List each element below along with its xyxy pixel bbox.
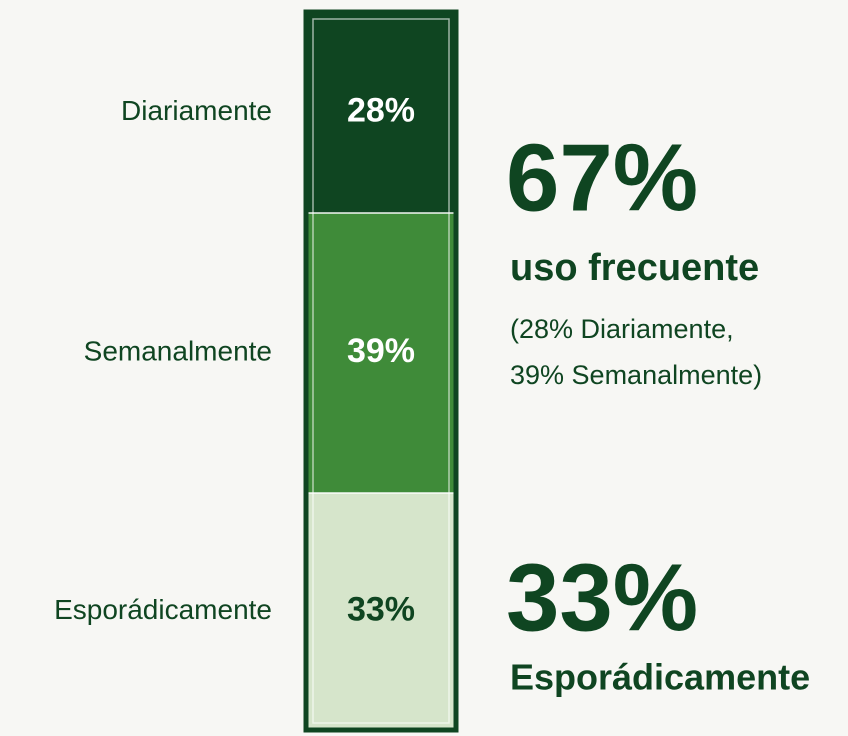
annotation: 33% [506, 544, 698, 651]
annotation: Esporádicamente [510, 657, 810, 698]
category-label: Semanalmente [84, 335, 272, 366]
annotation: 39% Semanalmente) [510, 360, 762, 390]
value-label: 33% [347, 591, 415, 629]
annotation: (28% Diariamente, [510, 314, 734, 344]
bar-segment [306, 12, 456, 214]
category-label: Esporádicamente [54, 594, 272, 625]
bar-inner-frame [312, 18, 450, 724]
stacked-bar: 28% 39% 33% [306, 12, 456, 730]
annotation: 67% [506, 124, 698, 231]
bar-segment [306, 213, 456, 494]
bar-frame [303, 9, 459, 733]
annotation: uso frecuente [510, 247, 759, 289]
bar-segment [306, 493, 456, 730]
annotations: 67% uso frecuente (28% Diariamente, 39% … [506, 124, 810, 697]
value-label: 28% [347, 92, 415, 130]
category-label: Diariamente [121, 95, 272, 126]
value-label: 39% [347, 332, 415, 370]
